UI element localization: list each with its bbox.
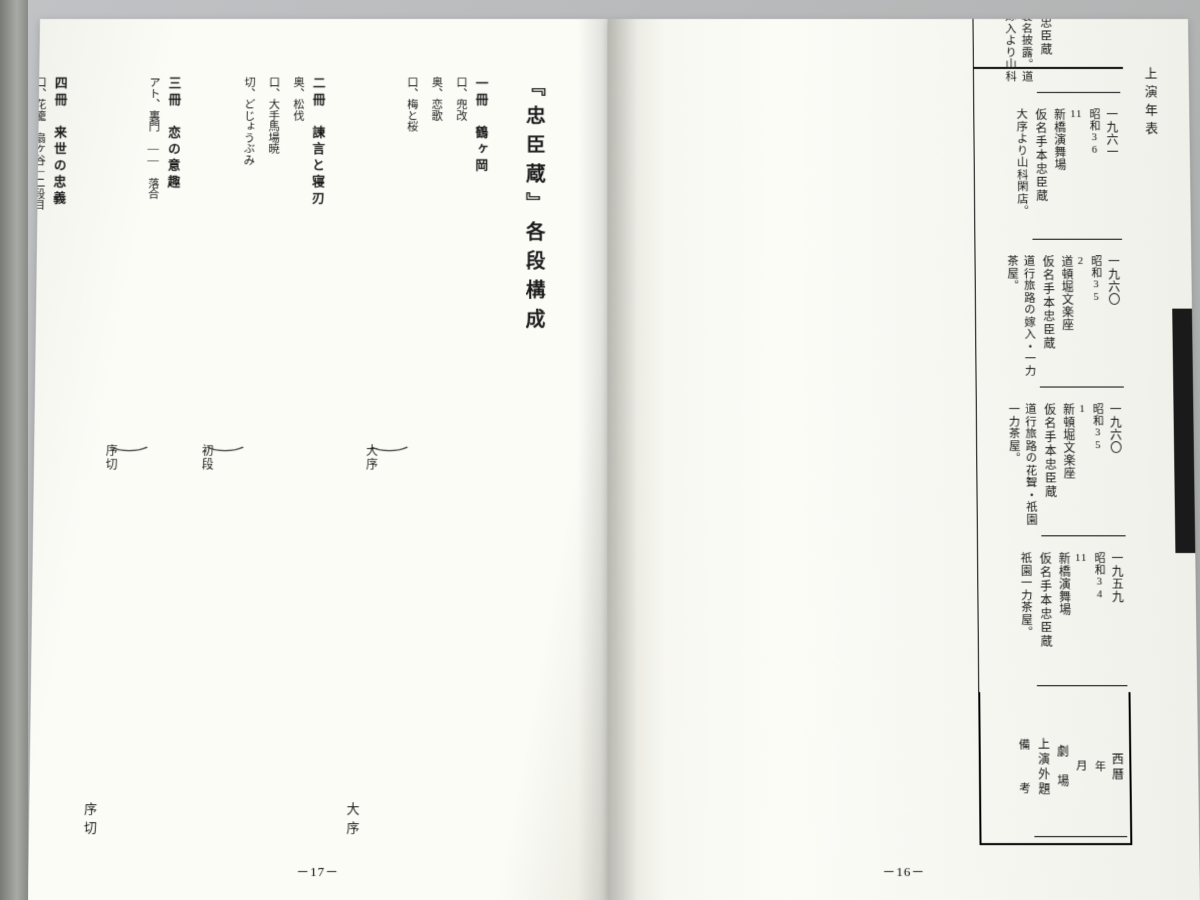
bracket-icon: ︶ — [370, 442, 409, 467]
cell-gedai: 仮名手本忠臣蔵 — [1038, 251, 1058, 387]
cell-seireki: 一九六一 — [1102, 105, 1122, 240]
dan-block: 二冊 諫言と寝刃奥、松伐口、大手馬場暁切、どじょうぶみ︶初段 — [196, 77, 328, 841]
object-edge — [1172, 309, 1195, 553]
bracket-icon: ︶ — [109, 442, 148, 467]
hdr-gekijo: 劇 場 — [1052, 698, 1072, 837]
cell-tsuki: 11 — [1068, 105, 1086, 240]
hdr-nen: 年 — [1089, 698, 1108, 837]
cell-biko: 春子太夫襲名披露。道行旅路の嫁入より山科閑店。 — [976, 19, 1037, 93]
table-header-column: 西曆年月劇 場上演外題備 考 — [978, 692, 1132, 843]
cell-tsuki: 11 — [1073, 548, 1091, 686]
cell-gekijo: 新頓堀文楽座 — [1059, 399, 1079, 536]
cell-tsuki: 1 — [1077, 399, 1089, 536]
cell-gekijo: 京都南座 — [1054, 19, 1074, 93]
page-number-left: －17－ — [296, 861, 339, 880]
cell-seireki: 一九六〇 — [1105, 399, 1125, 536]
open-book: 『忠臣蔵』各段構成 一冊 鶴ヶ岡口、兜改奥、恋歌口、梅と桜︶大序大序二冊 諫言と… — [28, 19, 1200, 900]
cell-nen: 昭和34 — [1089, 548, 1108, 686]
cell-biko: 道行旅路の嫁入・一力茶屋。 — [979, 251, 1040, 387]
cell-gedai: 仮名手本忠臣蔵 — [1031, 105, 1051, 240]
table-column: 一九六〇昭和351新頓堀文楽座仮名手本忠臣蔵道行旅路の花聟・祇園一力茶屋。 — [976, 393, 1129, 542]
page-number-right: －16－ — [882, 861, 925, 880]
left-page-title: 『忠臣蔵』各段構成 — [518, 77, 548, 841]
dan-segment-label: 大序 — [342, 802, 361, 840]
hdr-tsuki: 月 — [1071, 698, 1091, 837]
cell-gekijo: 道頓堀文楽座 — [1057, 251, 1077, 387]
cell-gedai: 仮名手本忠臣蔵 — [1035, 548, 1055, 686]
table-column: 一九五九昭和3411新橋演舞場仮名手本忠臣蔵祇園一力茶屋。 — [977, 542, 1130, 692]
performance-table: 西曆年月劇 場上演外題備 考一九五九昭和3411新橋演舞場仮名手本忠臣蔵祇園一力… — [973, 67, 1132, 845]
cell-nen: 昭和35 — [1088, 399, 1107, 536]
hdr-gedai: 上演外題 — [1033, 698, 1053, 837]
table-column: 一九六〇昭和352道頓堀文楽座仮名手本忠臣蔵道行旅路の嫁入・一力茶屋。 — [975, 246, 1127, 394]
bracket-icon: ︶ — [205, 442, 244, 467]
cell-biko: 大序より山科閑店。 — [977, 105, 1032, 240]
cell-seireki: 一九六〇 — [1103, 251, 1123, 387]
cell-seireki: 一九五九 — [1107, 548, 1128, 686]
dan-head: 一冊 鶴ヶ岡 — [469, 77, 490, 833]
cell-biko: 道行旅路の花聟・祇園一力茶屋。 — [980, 399, 1041, 536]
dan-block: 三冊 恋の意趣アト、裏門 ―― 落合︶序切序切 — [80, 77, 184, 841]
dan-block: 一冊 鶴ヶ岡口、兜改奥、恋歌口、梅と桜︶大序大序 — [342, 77, 490, 841]
cell-seireki: 一九六一 — [1100, 19, 1120, 93]
dan-line: 口、大手馬場暁 — [256, 77, 285, 841]
hdr-seireki: 西曆 — [1107, 698, 1128, 837]
dan-segment-label: 序切 — [80, 802, 99, 840]
cell-gekijo: 新橋演舞場 — [1054, 548, 1074, 686]
ruler-edge — [0, 0, 28, 900]
page-right: 上演年表 西曆年月劇 場上演外題備 考一九五九昭和3411新橋演舞場仮名手本忠臣… — [608, 19, 1200, 900]
dan-line: 口、兜改 — [446, 77, 472, 841]
cell-gekijo: 新橋演舞場 — [1049, 105, 1069, 240]
cell-tsuki: 2 — [1076, 251, 1088, 387]
cell-nen: 昭和36 — [1083, 19, 1102, 93]
cell-nen: 昭和36 — [1084, 105, 1103, 240]
cell-tsuki: 4 — [1072, 19, 1084, 93]
cell-biko: 祇園一力茶屋。 — [981, 548, 1036, 686]
table-column: 一九六一昭和364京都南座仮名手本忠臣蔵春子太夫襲名披露。道行旅路の嫁入より山科… — [972, 19, 1123, 99]
cell-gedai: 仮名手本忠臣蔵 — [1040, 399, 1060, 536]
hdr-biko: 備 考 — [983, 698, 1034, 837]
dan-line: 奥、恋歌 — [421, 77, 447, 841]
table-column: 一九六一昭和3611新橋演舞場仮名手本忠臣蔵大序より山科閑店。 — [973, 99, 1125, 246]
dan-block: 四冊 来世の忠義口、花籠 扇ヶ谷―二段目切、判官切腹アト、城渡し―霞ヶ関―落合︶… — [28, 77, 70, 841]
cell-gedai: 仮名手本忠臣蔵 — [1035, 19, 1055, 93]
right-section-header: 上演年表 — [1141, 67, 1170, 845]
cell-nen: 昭和35 — [1086, 251, 1105, 387]
page-left: 『忠臣蔵』各段構成 一冊 鶴ヶ岡口、兜改奥、恋歌口、梅と桜︶大序大序二冊 諫言と… — [28, 19, 608, 900]
